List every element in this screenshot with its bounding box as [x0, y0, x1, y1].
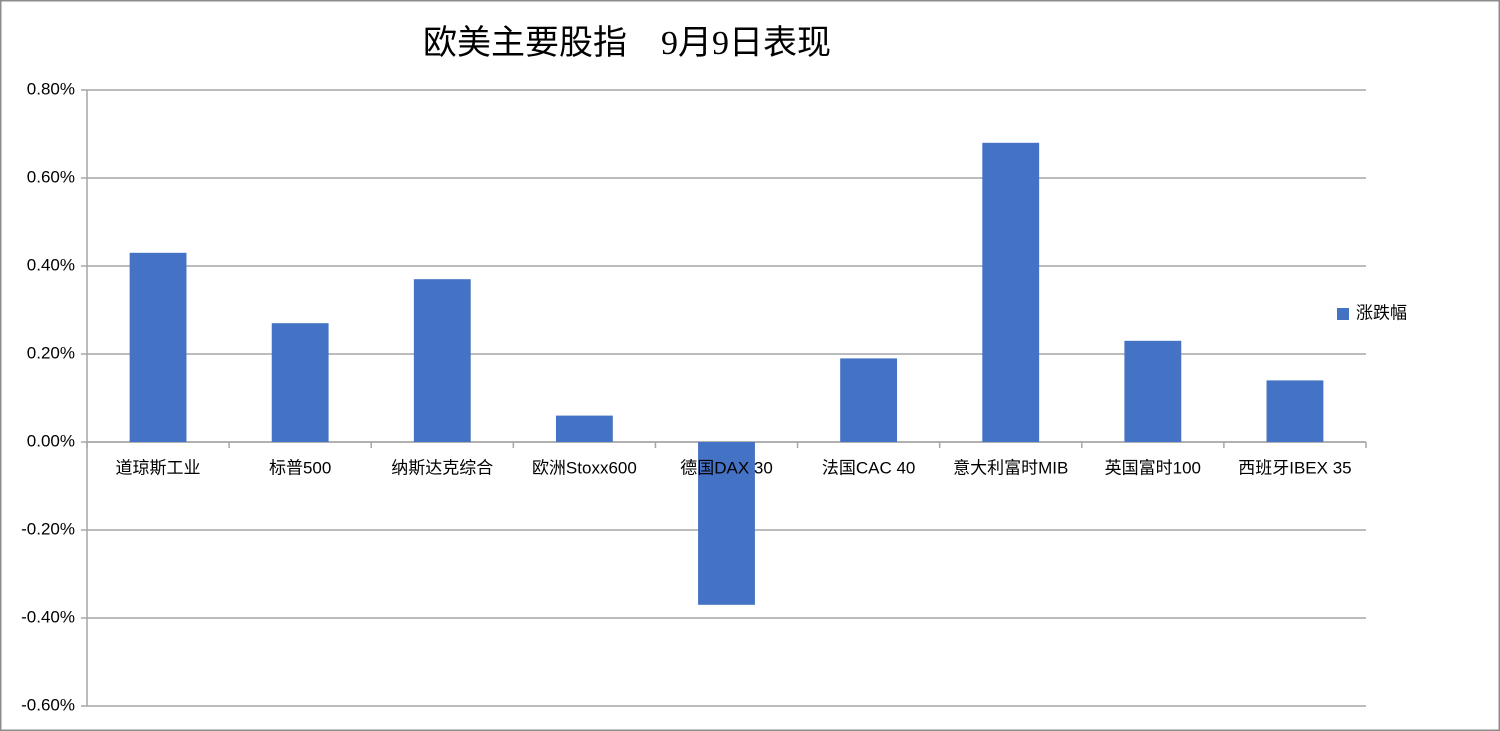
y-tick-label: 0.20%: [27, 343, 75, 362]
bar: [271, 323, 329, 442]
bar: [555, 415, 613, 442]
legend-swatch: [1337, 308, 1349, 320]
chart-title: 欧美主要股指 9月9日表现: [423, 24, 831, 62]
bar: [982, 142, 1040, 443]
x-tick-label: 标普500: [269, 458, 331, 477]
y-tick-label: 0.40%: [27, 255, 75, 274]
x-tick-label: 意大利富时MIB: [953, 458, 1068, 477]
x-tick-label: 西班牙IBEX 35: [1238, 458, 1351, 477]
x-tick-label: 德国DAX 30: [680, 458, 773, 477]
y-tick-label: -0.40%: [21, 607, 75, 626]
y-tick-label: -0.60%: [21, 695, 75, 714]
bar: [698, 442, 755, 605]
bar: [1266, 380, 1324, 442]
y-tick-label: 0.00%: [27, 431, 75, 450]
x-tick-label: 法国CAC 40: [822, 458, 916, 477]
x-tick-label: 欧洲Stoxx600: [532, 458, 637, 477]
x-tick-label: 英国富时100: [1105, 458, 1201, 477]
bar: [413, 279, 471, 442]
bar: [129, 252, 187, 442]
bar: [1124, 340, 1182, 442]
y-tick-label: 0.60%: [27, 167, 75, 186]
bar: [840, 358, 898, 442]
y-tick-label: 0.80%: [27, 79, 75, 98]
x-tick-label: 纳斯达克综合: [391, 458, 493, 477]
y-tick-label: -0.20%: [21, 519, 75, 538]
x-tick-label: 道琼斯工业: [116, 458, 201, 477]
legend-label: 涨跌幅: [1356, 303, 1407, 322]
